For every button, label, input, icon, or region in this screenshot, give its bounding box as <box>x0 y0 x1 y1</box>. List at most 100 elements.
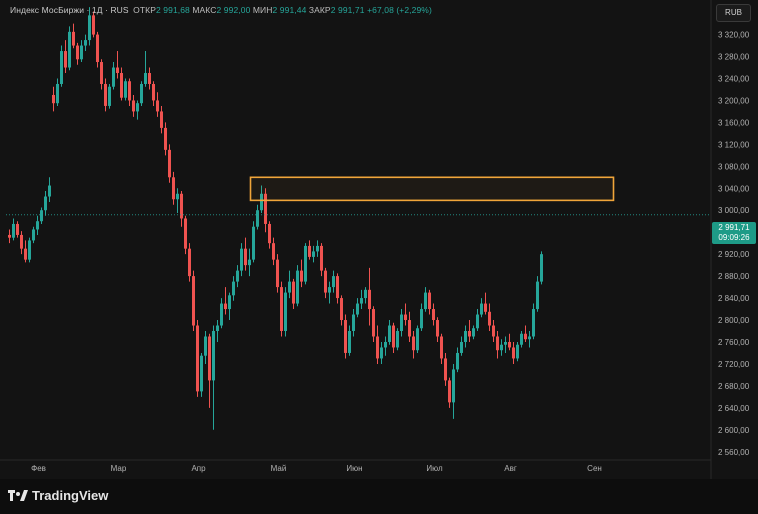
candle-body <box>496 336 499 351</box>
candle-body <box>408 320 411 337</box>
candle-body <box>412 336 415 351</box>
candle <box>288 270 291 299</box>
candle-body <box>176 193 179 200</box>
candle-body <box>356 303 359 315</box>
candle-body <box>528 336 531 340</box>
candle-body <box>324 270 327 293</box>
candle-body <box>16 223 19 235</box>
price-tick-label: 2 600,00 <box>718 426 750 435</box>
candle-body <box>500 344 503 351</box>
candle <box>456 347 459 373</box>
candle-body <box>424 292 427 310</box>
candle-body <box>260 193 263 211</box>
candle <box>304 243 307 285</box>
time-axis[interactable]: Фев Мар Апр Май Июн Июл Авг Сен <box>31 464 602 473</box>
candle-body <box>80 45 83 60</box>
candle <box>136 100 139 120</box>
candle <box>128 78 131 106</box>
candle <box>100 59 103 90</box>
candle-body <box>516 344 519 359</box>
candle <box>340 295 343 326</box>
candle <box>280 281 283 337</box>
candle-body <box>160 111 163 128</box>
currency-button[interactable]: RUB <box>716 4 751 22</box>
candle <box>440 333 443 364</box>
price-tick-label: 3 040,00 <box>718 184 750 193</box>
candle <box>348 325 351 356</box>
candle <box>524 325 527 342</box>
time-tick-label: Мар <box>111 464 127 473</box>
candle-body <box>428 292 431 310</box>
price-tick-label: 2 880,00 <box>718 272 750 281</box>
candle-body <box>152 83 155 101</box>
candle-body <box>148 73 151 84</box>
symbol-title[interactable]: Индекс МосБиржи · 1Д · RUS <box>10 5 129 15</box>
candle-body <box>196 325 199 392</box>
candle-body <box>344 320 347 353</box>
candle-body <box>48 185 51 197</box>
candle-body <box>492 325 495 337</box>
time-tick-label: Июн <box>346 464 362 473</box>
candle <box>316 240 319 257</box>
chart-background <box>0 0 758 479</box>
candle-body <box>296 270 299 304</box>
candle-body <box>484 303 487 312</box>
time-tick-label: Фев <box>31 464 46 473</box>
candle <box>116 51 119 79</box>
tradingview-logo[interactable]: TradingView <box>8 488 108 503</box>
candle <box>388 320 391 345</box>
candle-body <box>476 314 479 329</box>
candle <box>408 311 411 342</box>
candle-body <box>164 127 167 150</box>
candle-body <box>84 40 87 46</box>
candle <box>184 215 187 255</box>
candle-body <box>472 328 475 337</box>
price-chart[interactable]: 3 360,003 320,003 280,003 240,003 200,00… <box>0 0 758 479</box>
candle <box>156 92 159 117</box>
candle <box>508 333 511 351</box>
candle-body <box>220 303 223 326</box>
candle <box>12 218 15 241</box>
candle <box>540 251 543 285</box>
candle <box>528 331 531 348</box>
candle-body <box>268 223 271 244</box>
candle <box>448 377 451 408</box>
highlight-zone-rectangle[interactable] <box>249 176 615 202</box>
candle-body <box>276 259 279 288</box>
price-tick-label: 2 760,00 <box>718 338 750 347</box>
candle <box>104 78 107 112</box>
candle <box>228 292 231 321</box>
candle-body <box>288 281 291 293</box>
candle <box>428 289 431 315</box>
candle-body <box>108 86 111 106</box>
candle <box>72 23 75 49</box>
candle <box>488 303 491 332</box>
candle <box>248 248 251 277</box>
price-tick-label: 3 200,00 <box>718 96 750 105</box>
price-tick-label: 2 800,00 <box>718 316 750 325</box>
candle-body <box>388 325 391 342</box>
tradingview-logo-icon <box>8 489 28 501</box>
candle <box>504 336 507 353</box>
candle-body <box>100 62 103 84</box>
candle <box>392 322 395 353</box>
candle-body <box>208 336 211 381</box>
time-tick-label: Апр <box>191 464 206 473</box>
candle-body <box>188 248 191 277</box>
candle <box>344 314 347 359</box>
price-axis[interactable]: 3 360,003 320,003 280,003 240,003 200,00… <box>718 9 750 457</box>
candle <box>420 303 423 332</box>
brand-name: TradingView <box>32 488 109 503</box>
candle-body <box>352 314 355 332</box>
candle <box>60 45 63 87</box>
candle <box>380 341 383 364</box>
candle-body <box>68 31 71 68</box>
candle <box>512 341 515 364</box>
candle <box>372 306 375 342</box>
candle <box>444 352 447 386</box>
candle <box>336 273 339 304</box>
candle-body <box>336 276 339 299</box>
candle-body <box>364 289 367 299</box>
candle <box>44 191 47 216</box>
candle <box>396 328 399 351</box>
